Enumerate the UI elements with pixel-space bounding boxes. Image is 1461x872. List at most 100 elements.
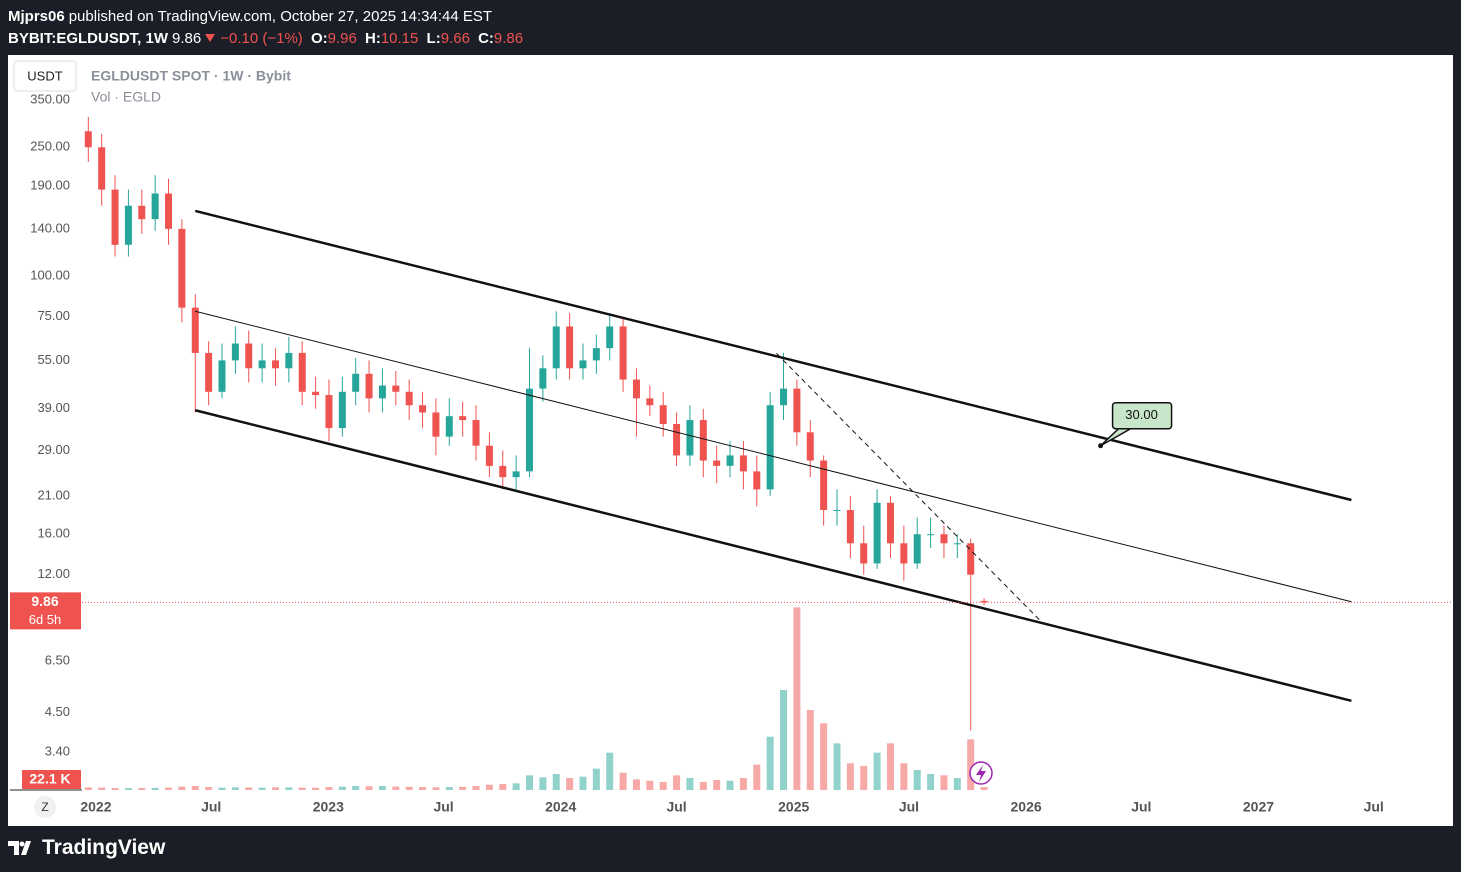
volume-bar <box>953 778 961 790</box>
volume-bar <box>659 782 667 790</box>
candle-body <box>726 455 734 466</box>
currency: USDT <box>27 68 62 83</box>
y-tick-label: 350.00 <box>30 91 70 106</box>
change: −0.10 (−1%) <box>220 30 303 47</box>
volume-bar <box>793 607 801 790</box>
volume-bar <box>619 772 627 790</box>
y-tick-label: 250.00 <box>30 139 70 154</box>
volume-bar <box>673 775 681 790</box>
y-tick-label: 100.00 <box>30 268 70 283</box>
candle-body <box>820 460 828 511</box>
y-tick-label: 190.00 <box>30 177 70 192</box>
candle-body <box>151 193 159 220</box>
trend-line <box>194 409 1352 703</box>
event-bolt <box>976 765 986 782</box>
countdown: 6d 5h <box>29 612 62 627</box>
candle-body <box>646 398 654 406</box>
x-tick-label: Jul <box>433 799 453 815</box>
y-tick-label: 39.00 <box>37 400 70 415</box>
brand: TradingView <box>8 836 165 860</box>
volume-bar <box>338 786 346 790</box>
volume-bar <box>245 787 253 790</box>
candle-body <box>111 189 119 245</box>
candle-body <box>312 391 320 396</box>
candle-body <box>552 326 560 369</box>
currency-box[interactable] <box>13 60 77 92</box>
volume-badge-label: 22.1 K <box>29 771 70 787</box>
h-label: H: <box>365 30 381 47</box>
candle-body <box>165 193 173 229</box>
volume-bar <box>432 787 440 790</box>
l-label: L: <box>426 30 441 47</box>
volume-bar <box>632 779 640 790</box>
candle-body <box>271 360 279 369</box>
published: published on TradingView.com, October 27… <box>68 8 493 25</box>
volume-bar <box>833 743 841 790</box>
candle-body <box>659 405 667 425</box>
z-button[interactable]: Z <box>41 800 48 814</box>
volume-bar <box>365 786 373 790</box>
candle-body <box>432 412 440 437</box>
candle-body <box>445 416 453 437</box>
volume-bar <box>913 770 921 790</box>
volume-bar <box>940 775 948 790</box>
candle-body <box>780 388 788 406</box>
volume-bar <box>258 787 266 790</box>
volume-bar <box>298 787 306 790</box>
candle-body <box>178 228 186 308</box>
x-tick-label: Jul <box>899 799 919 815</box>
volume-bar <box>499 784 507 790</box>
callout-label: 30.00 <box>1125 407 1158 422</box>
volume-bar <box>860 766 868 790</box>
candle-body <box>419 405 427 413</box>
z-button-bg[interactable] <box>34 796 56 818</box>
volume-bar <box>592 768 600 790</box>
candle-body <box>753 471 761 490</box>
candle-body <box>378 385 386 399</box>
candle-body <box>338 391 346 429</box>
volume-bar <box>419 787 427 790</box>
candle-body <box>526 388 534 472</box>
y-tick-label: 21.00 <box>37 487 70 502</box>
candle-body <box>512 471 520 478</box>
volume-bar <box>405 786 413 790</box>
candle-body <box>499 465 507 478</box>
volume-bar <box>606 752 614 790</box>
volume-bar <box>886 743 894 790</box>
candle-body <box>699 420 707 461</box>
candle-body <box>806 432 814 461</box>
y-tick-label: 12.00 <box>37 566 70 581</box>
candle-body <box>218 360 226 392</box>
candle-body <box>205 352 213 392</box>
candle-body <box>285 352 293 369</box>
volume-bar <box>646 780 654 790</box>
candle-body <box>592 348 600 361</box>
volume-bar <box>378 786 386 790</box>
brand-name: TradingView <box>42 836 166 859</box>
volume-bar <box>739 778 747 790</box>
volume-bar <box>566 778 574 790</box>
candle-body <box>766 405 774 490</box>
y-tick-label: 29.00 <box>37 442 70 457</box>
c-value: 9.86 <box>493 30 524 47</box>
x-tick-label: Jul <box>1131 799 1151 815</box>
trend-line <box>195 310 1352 603</box>
candle-body <box>365 373 373 399</box>
candle-body <box>873 502 881 564</box>
volume-bar <box>285 787 293 790</box>
candle-body <box>84 131 92 148</box>
trend-line <box>194 209 1352 502</box>
callout-box <box>1111 401 1173 430</box>
volume-bar <box>84 787 92 790</box>
candle-body <box>566 326 574 369</box>
candle-body <box>124 205 132 245</box>
candle-body <box>258 360 266 369</box>
volume-bar <box>352 786 360 790</box>
candle-body <box>980 600 988 603</box>
volume-bar <box>766 736 774 790</box>
volume-bar <box>124 788 132 790</box>
chart-background <box>8 55 1453 826</box>
x-tick-label: Jul <box>1364 799 1384 815</box>
volume-bar <box>151 787 159 790</box>
y-tick-label: 140.00 <box>30 220 70 235</box>
